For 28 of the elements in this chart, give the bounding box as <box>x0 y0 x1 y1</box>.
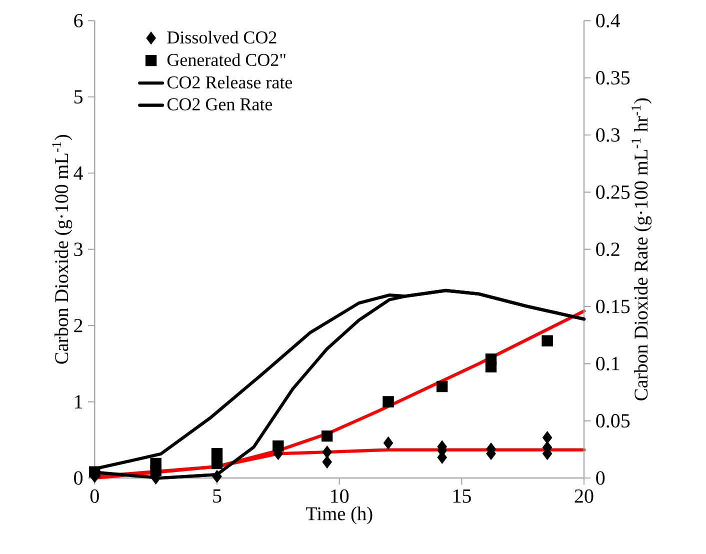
y2-axis-title: Carbon Dioxide Rate (g·100 mL$^{-1}$ hr$^{-1}$) <box>632 98 652 400</box>
x-tick-label: 5 <box>213 489 222 503</box>
x-axis-title: Time (h) <box>306 506 372 524</box>
y2-tick-label: 0.4 <box>596 14 620 28</box>
y-tick-label: 0 <box>74 471 83 485</box>
x-tick-label: 10 <box>331 489 349 503</box>
y2-tick-label: 0.1 <box>596 356 620 370</box>
y2-tick-label: 0.3 <box>596 128 620 142</box>
y-tick-label: 2 <box>74 318 82 332</box>
y-tick-label: 5 <box>74 90 83 104</box>
x-tick-label: 15 <box>453 489 471 503</box>
legend-label: CO2 Gen Rate <box>167 98 272 110</box>
y-axis-title: Carbon Dioxide (g·100 mL$^{-1}$) <box>52 134 72 364</box>
y2-tick-label: 0.35 <box>596 71 630 85</box>
y2-tick-label: 0.15 <box>596 300 630 314</box>
legend-label: CO2 Release rate <box>167 76 292 88</box>
y2-tick-label: 0.05 <box>596 414 630 428</box>
y2-tick-label: 0 <box>596 471 605 485</box>
x-tick-label: 20 <box>574 489 594 503</box>
y-tick-label: 3 <box>74 242 83 256</box>
y-tick-label: 1 <box>75 395 82 408</box>
y2-tick-label: 0.2 <box>596 242 620 256</box>
y-tick-label: 4 <box>74 166 83 180</box>
y2-tick-label: 0.25 <box>596 185 630 199</box>
legend-label: Dissolved CO2 <box>167 30 276 44</box>
x-tick-label: 0 <box>90 489 99 503</box>
y-tick-label: 6 <box>74 14 83 28</box>
legend-label: Generated CO2" <box>167 53 286 66</box>
